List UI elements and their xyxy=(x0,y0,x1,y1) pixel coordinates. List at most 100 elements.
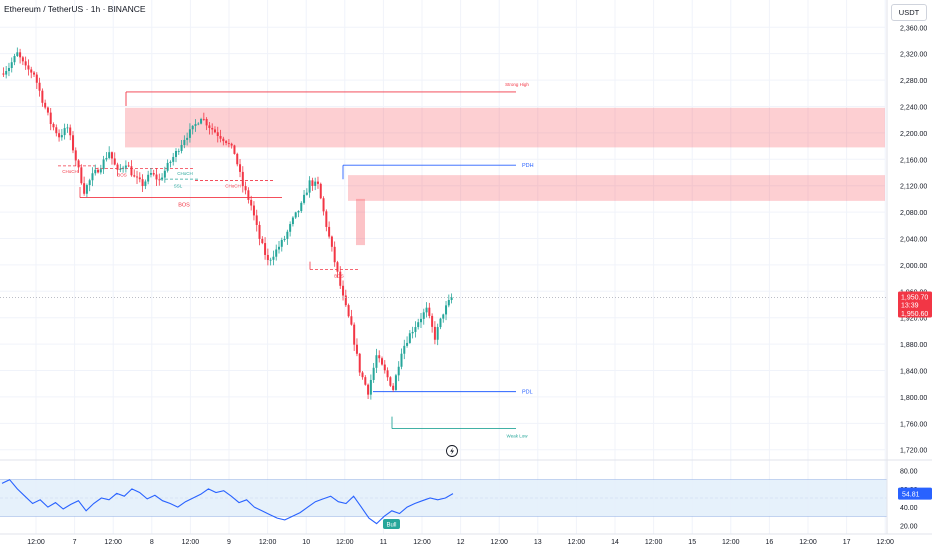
candle-body xyxy=(230,143,233,146)
price-tick-label: 1,800.00 xyxy=(900,395,927,402)
candle-body xyxy=(364,377,367,385)
candle-body xyxy=(236,153,239,165)
candle-body xyxy=(394,375,397,390)
candle-body xyxy=(219,135,222,139)
price-tick-label: 2,200.00 xyxy=(900,131,927,138)
price-tick-label: 2,040.00 xyxy=(900,237,927,244)
time-tick-label: 13 xyxy=(534,539,542,546)
candle-body xyxy=(283,238,286,240)
candle-body xyxy=(163,170,166,178)
structure-label: SSL xyxy=(174,183,183,188)
candle-body xyxy=(289,224,292,232)
candle-body xyxy=(133,175,136,177)
time-tick-label: 14 xyxy=(611,539,619,546)
candle-body xyxy=(35,74,38,83)
candle-body xyxy=(291,217,294,225)
candle-body xyxy=(205,118,208,126)
last-price-tag xyxy=(898,291,932,318)
candle-body xyxy=(347,305,350,317)
order-block xyxy=(356,198,365,246)
candle-body xyxy=(264,243,267,255)
candle-body xyxy=(91,173,94,181)
candle-body xyxy=(319,183,322,199)
time-tick-label: 12:00 xyxy=(722,539,740,546)
price-tick-label: 1,880.00 xyxy=(900,342,927,349)
candle-body xyxy=(97,169,100,173)
structure-label: CHoCH xyxy=(225,183,241,188)
time-tick-label: 12:00 xyxy=(27,539,45,546)
candle-body xyxy=(80,167,83,184)
currency-button[interactable]: USDT xyxy=(891,4,927,21)
candle-body xyxy=(355,344,358,354)
lightning-icon[interactable] xyxy=(446,445,458,457)
candle-body xyxy=(110,152,113,159)
candle-body xyxy=(180,144,183,151)
candle-body xyxy=(300,202,303,212)
rsi-value-tag xyxy=(898,487,932,500)
price-tick-label: 2,120.00 xyxy=(900,184,927,191)
time-tick-label: 8 xyxy=(150,539,154,546)
candle-body xyxy=(44,102,47,108)
candle-body xyxy=(233,145,236,154)
candle-body xyxy=(386,370,389,378)
candle-body xyxy=(49,112,52,125)
candle-body xyxy=(311,180,314,186)
level-label: Weak Low xyxy=(507,434,529,439)
level-label: PDL xyxy=(522,390,533,396)
candle-body xyxy=(336,262,339,272)
candle-body xyxy=(63,128,66,136)
last-price-label: 1,950.70 xyxy=(901,294,928,301)
time-tick-label: 15 xyxy=(688,539,696,546)
candle-body xyxy=(60,135,63,138)
candle-body xyxy=(144,181,147,187)
structure-label: BOS xyxy=(117,173,127,178)
candle-body xyxy=(55,127,58,134)
candle-body xyxy=(378,355,381,359)
candle-body xyxy=(442,314,445,319)
candle-body xyxy=(191,125,194,130)
candle-body xyxy=(188,129,191,138)
candle-body xyxy=(38,82,41,91)
candle-body xyxy=(94,169,97,174)
candle-body xyxy=(408,333,411,343)
time-tick-label: 17 xyxy=(843,539,851,546)
candle-body xyxy=(122,167,125,169)
candle-body xyxy=(85,185,88,194)
candle-body xyxy=(227,142,230,144)
candle-body xyxy=(24,61,27,66)
prev-close-label: 1,950.60 xyxy=(901,311,928,318)
candle-body xyxy=(258,224,261,239)
candle-body xyxy=(216,132,219,136)
price-tick-label: 2,320.00 xyxy=(900,52,927,59)
time-tick-label: 10 xyxy=(302,539,310,546)
symbol-title[interactable]: Ethereum / TetherUS · 1h · BINANCE xyxy=(4,4,146,14)
candle-body xyxy=(272,256,275,260)
price-tick-label: 2,160.00 xyxy=(900,157,927,164)
supply-zone xyxy=(348,175,885,201)
price-tick-label: 2,000.00 xyxy=(900,263,927,270)
candle-body xyxy=(433,326,436,340)
candle-body xyxy=(21,57,24,62)
candle-body xyxy=(158,179,161,181)
candle-body xyxy=(136,176,139,178)
candle-body xyxy=(197,123,200,125)
candle-body xyxy=(186,137,189,140)
candle-body xyxy=(358,353,361,373)
candle-body xyxy=(400,353,403,367)
candle-body xyxy=(149,173,152,175)
time-tick-label: 12:00 xyxy=(799,539,817,546)
candle-body xyxy=(71,135,74,151)
candle-body xyxy=(27,65,30,70)
candle-body xyxy=(99,169,102,173)
candle-body xyxy=(250,199,253,206)
candle-body xyxy=(316,181,319,184)
bull-label: Bull xyxy=(386,523,396,529)
candle-body xyxy=(13,55,16,63)
candle-body xyxy=(381,358,384,365)
candle-body xyxy=(255,215,258,225)
candle-body xyxy=(278,246,281,250)
candle-body xyxy=(5,70,8,75)
